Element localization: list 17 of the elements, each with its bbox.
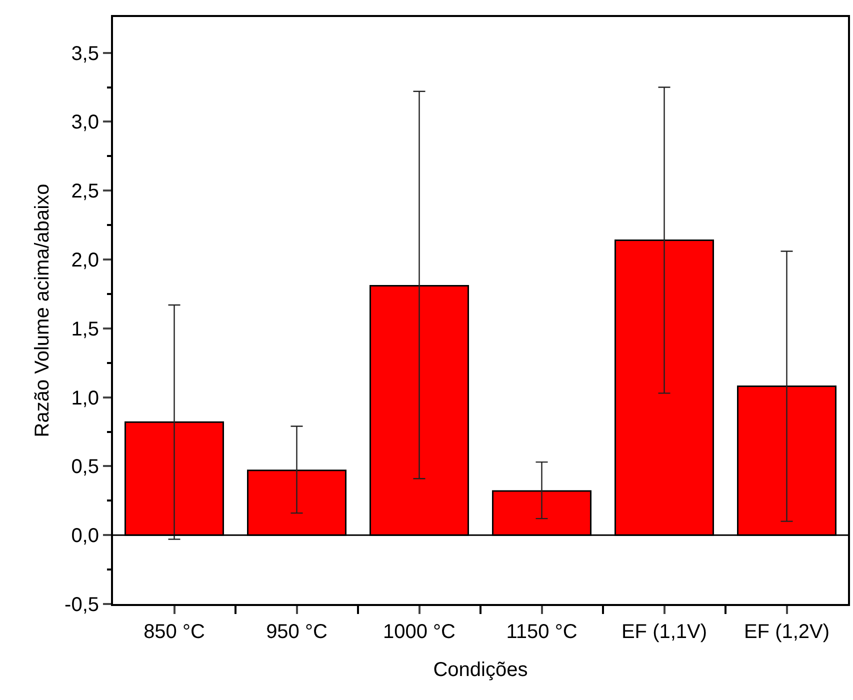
x-tick-label: 950 °C [266,621,328,643]
x-tick-label: 850 °C [144,621,205,643]
y-tick-label: 2,5 [71,180,99,203]
x-tick-label: 1000 °C [383,621,456,643]
y-tick-label: 3,5 [71,42,99,65]
x-tick-label: EF (1,2V) [744,621,830,643]
x-tick-label: EF (1,1V) [621,621,708,643]
y-axis-title: Razão Volume acima/abaixo [32,184,54,438]
x-tick-label: 1150 °C [506,621,578,643]
y-tick-label: 2,0 [71,250,99,272]
y-tick-label: 1,5 [71,318,99,340]
y-tick-label: 0,0 [71,525,99,548]
y-tick-label: 1,0 [71,387,99,410]
x-axis-title: Condições [433,659,528,681]
y-tick-label: 3,0 [71,112,99,134]
y-tick-label: 0,5 [71,456,99,478]
y-tick-label: -0,5 [64,594,99,616]
